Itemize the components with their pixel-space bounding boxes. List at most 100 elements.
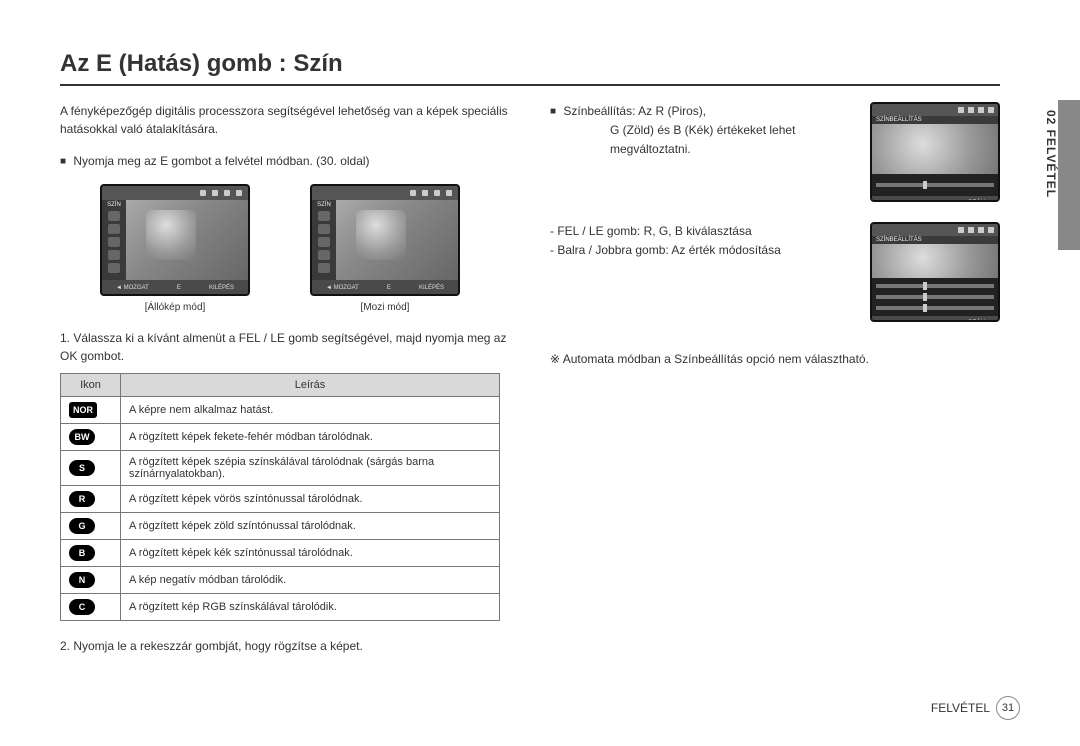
lcd-sidebar-icon [318,263,330,273]
lcd-top-icon [978,107,984,113]
lcd-screen-1: SZÍN ◄ MOZGAT E KILÉPÉS [100,184,250,296]
lcd-bottom-bar: ◄ MOZGAT E KILÉPÉS [312,280,458,296]
table-icon-cell: BW [61,424,121,451]
rgb-controls-text: - FEL / LE gomb: R, G, B kiválasztása - … [550,222,858,322]
rgb-bar [876,183,994,187]
lcd-sidebar-icon [108,250,120,260]
step-1-text: 1. Válassza ki a kívánt almenüt a FEL / … [60,329,520,365]
intro-text: A fényképezőgép digitális processzora se… [60,102,520,138]
small-lcd-rgb-bars [872,174,998,196]
lcd-bottom-ok: OK [938,200,947,202]
lcd-top-icon [988,227,994,233]
lcd-top-icon [988,107,994,113]
effect-icon: B [69,545,95,561]
effects-table: Ikon Leírás NORA képre nem alkalmaz hatá… [60,373,500,621]
table-icon-cell: N [61,567,121,594]
lcd-bottom-e: E [387,285,391,291]
table-icon-cell: R [61,486,121,513]
section-side-label: 02 FELVÉTEL [1044,110,1058,240]
small-lcd-photo [872,124,998,174]
square-bullet-icon: ■ [60,156,66,167]
lcd-sidebar: SZÍN [102,200,126,280]
small-lcd-1: SZÍNBEÁLLÍTÁS ◄ MOZGAT OK BEÁLL [870,102,1000,202]
lcd-top-icon [224,190,230,196]
lcd-photo-preview [336,200,458,280]
small-lcd-bottom: ◄ MOZGAT OK BEÁLL [872,316,998,322]
table-desc-cell: A rögzített képek fekete-fehér módban tá… [121,424,500,451]
table-icon-cell: C [61,594,121,621]
right-column: ■ Színbeállítás: Az R (Piros), G (Zöld) … [550,102,1000,663]
table-desc-cell: A rögzített kép RGB színskálával tárolód… [121,594,500,621]
lcd-top-icon [236,190,242,196]
camera-lcd-movie: SZÍN ◄ MOZGAT E KILÉPÉS [310,184,460,313]
small-lcd-top [872,104,998,116]
lcd-bottom-move: ◄ MOZGAT [116,285,149,291]
table-desc-cell: A rögzített képek kék színtónussal tárol… [121,540,500,567]
lcd-sidebar-icon [318,237,330,247]
lcd-bottom-move: ◄ MOZGAT [326,285,359,291]
table-row: R A rögzített képek vörös színtónussal tá… [61,486,500,513]
left-column: A fényképezőgép digitális processzora se… [60,102,520,663]
lcd-screen-2: SZÍN ◄ MOZGAT E KILÉPÉS [310,184,460,296]
control-line-1: - FEL / LE gomb: R, G, B kiválasztása [550,222,858,241]
lcd-bottom-set: BEÁLL [968,200,987,202]
control-line-2: - Balra / Jobbra gomb: Az érték módosítá… [550,241,858,260]
table-row: BWA rögzített képek fekete-fehér módban … [61,424,500,451]
table-desc-cell: A rögzített képek szépia színskálával tá… [121,451,500,486]
lcd-top-icon [446,190,452,196]
table-header-desc: Leírás [121,374,500,397]
effect-icon: N [69,572,95,588]
bullet-instruction-1: ■ Nyomja meg az E gombot a felvétel módb… [60,152,520,170]
bullet-1-text: Nyomja meg az E gombot a felvétel módban… [73,154,369,168]
lcd-bottom-exit: KILÉPÉS [209,285,234,291]
table-row: C A rögzített kép RGB színskálával tároló… [61,594,500,621]
table-icon-cell: B [61,540,121,567]
lcd-caption-1: [Állókép mód] [100,302,250,313]
page-number: 31 [996,696,1020,720]
table-icon-cell: S [61,451,121,486]
lcd-sidebar: SZÍN [312,200,336,280]
lcd-sidebar-icon [318,250,330,260]
small-lcd-label: SZÍNBEÁLLÍTÁS [872,116,998,124]
small-lcd-label: SZÍNBEÁLLÍTÁS [872,236,998,244]
table-desc-cell: A képre nem alkalmaz hatást. [121,397,500,424]
color-setting-title: Színbeállítás: Az R (Piros), [563,104,706,118]
page-footer: FELVÉTEL 31 [931,696,1020,720]
lcd-sidebar-icon [318,211,330,221]
lcd-top-icon [212,190,218,196]
effect-icon: R [69,491,95,507]
small-lcd-2: SZÍNBEÁLLÍTÁS ◄ MOZGAT OK BEÁLL [870,222,1000,322]
table-row: NORA képre nem alkalmaz hatást. [61,397,500,424]
rgb-controls-block: - FEL / LE gomb: R, G, B kiválasztása - … [550,222,1000,322]
small-lcd-rgb-bars [872,278,998,316]
footer-label: FELVÉTEL [931,701,990,715]
lcd-sidebar-icon [108,224,120,234]
lcd-top-icon [200,190,206,196]
square-bullet-icon: ■ [550,106,556,117]
lcd-sidebar-label: SZÍN [317,202,331,208]
lcd-bottom-set: BEÁLL [968,320,987,322]
effect-icon: C [69,599,95,615]
effect-icon: S [69,460,95,476]
lcd-top-icon [958,227,964,233]
lcd-sidebar-icon [108,237,120,247]
color-setting-block: ■ Színbeállítás: Az R (Piros), G (Zöld) … [550,102,1000,202]
content-columns: A fényképezőgép digitális processzora se… [60,102,1000,663]
rgb-bar-g [876,295,994,299]
table-desc-cell: A kép negatív módban tárolódik. [121,567,500,594]
lcd-bottom-bar: ◄ MOZGAT E KILÉPÉS [102,280,248,296]
lcd-bottom-move: ◄ MOZGAT [883,200,916,202]
lcd-top-icon [410,190,416,196]
lcd-photo-preview [126,200,248,280]
table-row: N A kép negatív módban tárolódik. [61,567,500,594]
note-text: Automata módban a Színbeállítás opció ne… [563,352,869,366]
lcd-sidebar-icon [108,211,120,221]
table-row: S A rögzített képek szépia színskálával t… [61,451,500,486]
table-desc-cell: A rögzített képek vörös színtónussal tár… [121,486,500,513]
rgb-bar-r [876,284,994,288]
step-2-text: 2. Nyomja le a rekeszzár gombját, hogy r… [60,637,520,655]
auto-mode-note: ※ Automata módban a Színbeállítás opció … [550,352,1000,366]
lcd-bottom-ok: OK [938,320,947,322]
table-header-icon: Ikon [61,374,121,397]
table-row: GA rögzített képek zöld színtónussal tár… [61,513,500,540]
